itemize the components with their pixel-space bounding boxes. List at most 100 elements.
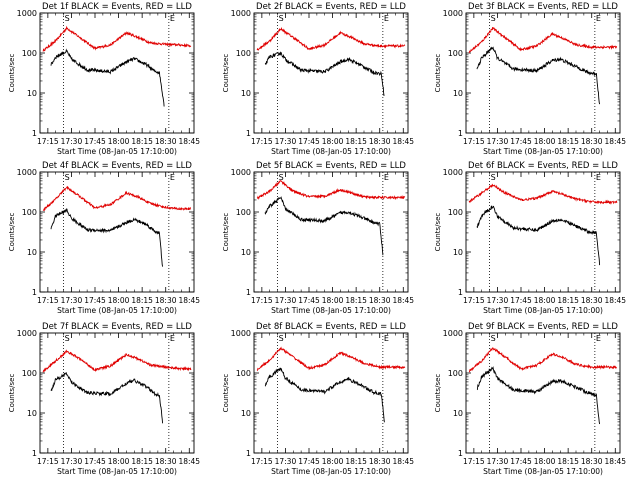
x-tick-label: 18:15 [557, 296, 579, 305]
x-tick-label: 18:00 [108, 296, 130, 305]
y-tick-label: 1 [32, 288, 37, 297]
x-tick-label: 17:15 [251, 296, 273, 305]
x-tick-label: 18:15 [345, 137, 367, 146]
y-tick-label: 1000 [443, 329, 463, 338]
events-series-line [476, 205, 601, 266]
x-tick-label: 18:00 [534, 457, 556, 466]
x-tick-label: 18:15 [557, 457, 579, 466]
y-tick-label: 1000 [231, 168, 251, 177]
x-tick-label: 17:15 [251, 457, 273, 466]
lld-series-line [256, 26, 406, 51]
x-tick-label: 17:45 [84, 457, 106, 466]
y-tick-label: 100 [22, 369, 37, 378]
events-series-line [50, 372, 164, 424]
x-tick-label: 18:30 [369, 137, 391, 146]
x-tick-label: 17:15 [251, 137, 273, 146]
y-tick-label: 1 [246, 129, 251, 138]
y-tick-label: 10 [27, 409, 37, 418]
x-tick-label: 18:30 [369, 296, 391, 305]
end-marker: E [596, 14, 601, 23]
y-tick-label: 1000 [443, 168, 463, 177]
lld-series-line [256, 180, 406, 201]
end-marker: E [170, 334, 175, 343]
x-tick-label: 17:45 [298, 457, 320, 466]
x-tick-label: 18:15 [345, 296, 367, 305]
lld-series-line [256, 346, 406, 372]
y-tick-label: 10 [27, 89, 37, 98]
y-axis-label: Counts/sec [222, 54, 230, 93]
x-axis-label: Start Time (08-Jan-05 17:10:00) [271, 147, 391, 156]
x-tick-label: 18:30 [155, 296, 177, 305]
y-tick-label: 1 [246, 288, 251, 297]
panel-title: Det 6f BLACK = Events, RED = LLD [468, 161, 618, 171]
x-tick-label: 18:00 [534, 296, 556, 305]
y-axis-label: Counts/sec [8, 374, 16, 413]
x-tick-label: 17:45 [84, 296, 106, 305]
end-marker: E [596, 334, 601, 343]
x-tick-label: 17:45 [84, 137, 106, 146]
x-tick-label: 17:45 [298, 137, 320, 146]
x-tick-label: 18:00 [108, 137, 130, 146]
x-tick-label: 18:15 [131, 137, 153, 146]
y-axis-label: Counts/sec [222, 374, 230, 413]
x-tick-label: 17:30 [275, 457, 297, 466]
x-tick-label: 18:30 [581, 457, 603, 466]
y-tick-label: 10 [241, 248, 251, 257]
x-tick-label: 18:00 [322, 457, 344, 466]
panel-title: Det 1f BLACK = Events, RED = LLD [42, 2, 192, 12]
y-axis-label: Counts/sec [434, 374, 442, 413]
x-tick-label: 17:30 [61, 137, 83, 146]
events-series-line [264, 367, 385, 423]
end-marker: E [170, 14, 175, 23]
x-tick-label: 18:30 [581, 137, 603, 146]
events-series-line [476, 365, 601, 425]
x-tick-label: 17:15 [37, 457, 59, 466]
plot-frame [253, 171, 409, 293]
start-marker: S [279, 173, 284, 182]
panel-title: Det 7f BLACK = Events, RED = LLD [42, 322, 192, 332]
y-tick-label: 10 [27, 248, 37, 257]
y-tick-label: 1 [458, 288, 463, 297]
y-tick-label: 1000 [17, 329, 37, 338]
x-tick-label: 18:45 [392, 296, 414, 305]
x-tick-label: 17:30 [275, 137, 297, 146]
x-tick-label: 18:15 [557, 137, 579, 146]
y-tick-label: 10 [453, 409, 463, 418]
x-tick-label: 18:30 [581, 296, 603, 305]
start-marker: S [65, 334, 70, 343]
y-tick-label: 10 [453, 89, 463, 98]
panel-title: Det 2f BLACK = Events, RED = LLD [256, 2, 406, 12]
x-tick-label: 17:15 [463, 137, 485, 146]
y-axis-label: Counts/sec [8, 213, 16, 252]
start-marker: S [65, 14, 70, 23]
lld-series-line [42, 185, 192, 212]
y-tick-label: 1000 [231, 329, 251, 338]
x-tick-label: 17:30 [487, 296, 509, 305]
end-marker: E [384, 14, 389, 23]
x-tick-label: 17:45 [510, 457, 532, 466]
y-tick-label: 100 [448, 49, 463, 58]
x-tick-label: 18:45 [604, 296, 626, 305]
lld-series-line [42, 25, 192, 52]
x-tick-label: 17:30 [487, 137, 509, 146]
end-marker: E [170, 173, 175, 182]
x-tick-label: 17:15 [37, 137, 59, 146]
x-tick-label: 18:45 [178, 296, 200, 305]
y-tick-label: 10 [241, 409, 251, 418]
x-axis-label: Start Time (08-Jan-05 17:10:00) [271, 467, 391, 476]
plot-frame [39, 171, 195, 293]
events-series-line [476, 46, 601, 105]
y-axis-label: Counts/sec [434, 213, 442, 252]
end-marker: E [384, 334, 389, 343]
lld-series-line [468, 183, 618, 205]
x-tick-label: 17:30 [275, 296, 297, 305]
x-tick-label: 18:45 [178, 137, 200, 146]
panel-title: Det 4f BLACK = Events, RED = LLD [42, 161, 192, 171]
y-tick-label: 10 [241, 89, 251, 98]
x-tick-label: 17:30 [61, 296, 83, 305]
y-tick-label: 1000 [17, 9, 37, 18]
y-axis-label: Counts/sec [222, 213, 230, 252]
y-tick-label: 10 [453, 248, 463, 257]
y-axis-label: Counts/sec [434, 54, 442, 93]
